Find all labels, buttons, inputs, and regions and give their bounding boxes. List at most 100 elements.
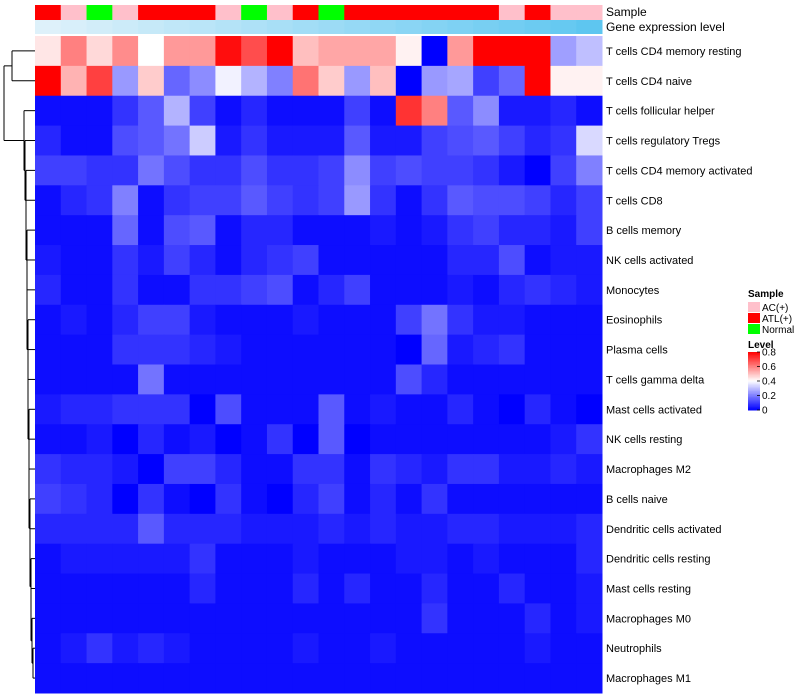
heatmap-cell [447,125,474,156]
heatmap-cell [421,334,448,365]
heatmap-cell [395,633,423,664]
heatmap-cell [189,633,216,664]
heatmap-cell [112,364,139,395]
heatmap-cell [370,274,397,306]
heatmap-cell [138,155,165,186]
heatmap-cell [215,454,242,485]
heatmap-cell [318,483,345,515]
colorbar-segment [748,402,760,405]
heatmap-cell [35,65,62,97]
heatmap-cell [86,394,113,425]
expression-annotation-cell [550,20,577,34]
legend-level-colorbar [748,352,760,411]
heatmap-cell [576,334,603,365]
colorbar-segment [748,382,760,385]
colorbar-segment [748,386,760,389]
heatmap-cell [318,274,345,306]
heatmap-cell [215,304,242,336]
colorbar-segment [748,405,760,408]
heatmap-cell [473,543,500,575]
heatmap-cell [189,573,216,604]
heatmap-cell [215,185,242,216]
heatmap-cell [241,364,268,395]
row-label: T cells regulatory Tregs [606,136,721,148]
heatmap-cell [215,483,242,515]
sample-annotation-label: Sample [606,5,647,19]
heatmap-cell [498,125,526,156]
heatmap-cell [318,454,345,485]
colorbar-tick-label: 0.6 [762,362,776,373]
heatmap-cell [292,543,319,575]
heatmap-cell [473,334,500,365]
heatmap-cell [395,513,423,545]
heatmap-cell [138,603,165,634]
colorbar-segment [748,407,760,410]
heatmap-cell [370,663,397,694]
heatmap-cell [60,304,88,336]
heatmap-cell [550,155,577,186]
heatmap-cell [241,633,268,664]
colorbar-segment [748,373,760,376]
heatmap-cell [86,95,113,127]
heatmap-cell [550,543,577,575]
colorbar-segment [748,376,760,379]
heatmap-cell [60,125,88,156]
colorbar-segment [748,396,760,399]
heatmap-cell [266,573,294,604]
heatmap-cell [60,633,88,664]
heatmap-cell [473,573,500,604]
heatmap-cell [292,65,319,97]
sample-annotation-cell [112,5,139,20]
heatmap-cell [550,274,577,306]
heatmap-cell [60,663,88,694]
heatmap-cell [112,573,139,604]
heatmap-cell [35,603,62,634]
heatmap-cell [163,513,191,545]
heatmap-cell [395,603,423,634]
colorbar-segment [748,404,760,407]
heatmap-cell [292,573,319,604]
heatmap-cell [138,424,165,455]
heatmap-cell [215,633,242,664]
heatmap-cell [550,513,577,545]
colorbar-segment [748,353,760,356]
heatmap-cell [138,36,165,67]
heatmap-cell [576,125,603,156]
heatmap-cell [266,155,294,186]
heatmap-cell [189,394,216,425]
heatmap-cell [215,65,242,97]
heatmap-cell [576,36,603,67]
legend: Sample AC(+)ATL(+)Normal Level 0.8 0.6 0.4… [748,289,794,417]
heatmap-cell [473,245,500,276]
heatmap-cell [498,603,526,634]
expression-annotation-cell [370,20,397,34]
heatmap-cell [421,573,448,604]
heatmap-cell [112,36,139,67]
row-label: Dendritic cells activated [606,524,722,536]
heatmap-cell [189,603,216,634]
heatmap-cell [473,454,500,485]
heatmap-cell [473,155,500,186]
heatmap-cell [112,424,139,455]
heatmap-cell [318,424,345,455]
heatmap-cell [35,304,62,336]
heatmap-cell [112,274,139,306]
heatmap-cell [498,215,526,246]
expression-annotation-cell [163,20,191,34]
heatmap-cell [550,36,577,67]
sample-annotation-cell [241,5,268,20]
heatmap-cell [344,364,371,395]
heatmap-cell [395,274,423,306]
heatmap-cell [292,304,319,336]
row-label: Macrophages M0 [606,613,691,625]
heatmap-cell [86,185,113,216]
heatmap-cell [60,95,88,127]
colorbar-segment [748,356,760,359]
heatmap-cell [370,424,397,455]
heatmap-cell [215,245,242,276]
heatmap-cell [163,394,191,425]
heatmap-cell [498,513,526,545]
heatmap-cell [421,394,448,425]
heatmap-cell [35,573,62,604]
heatmap-cell [395,125,423,156]
